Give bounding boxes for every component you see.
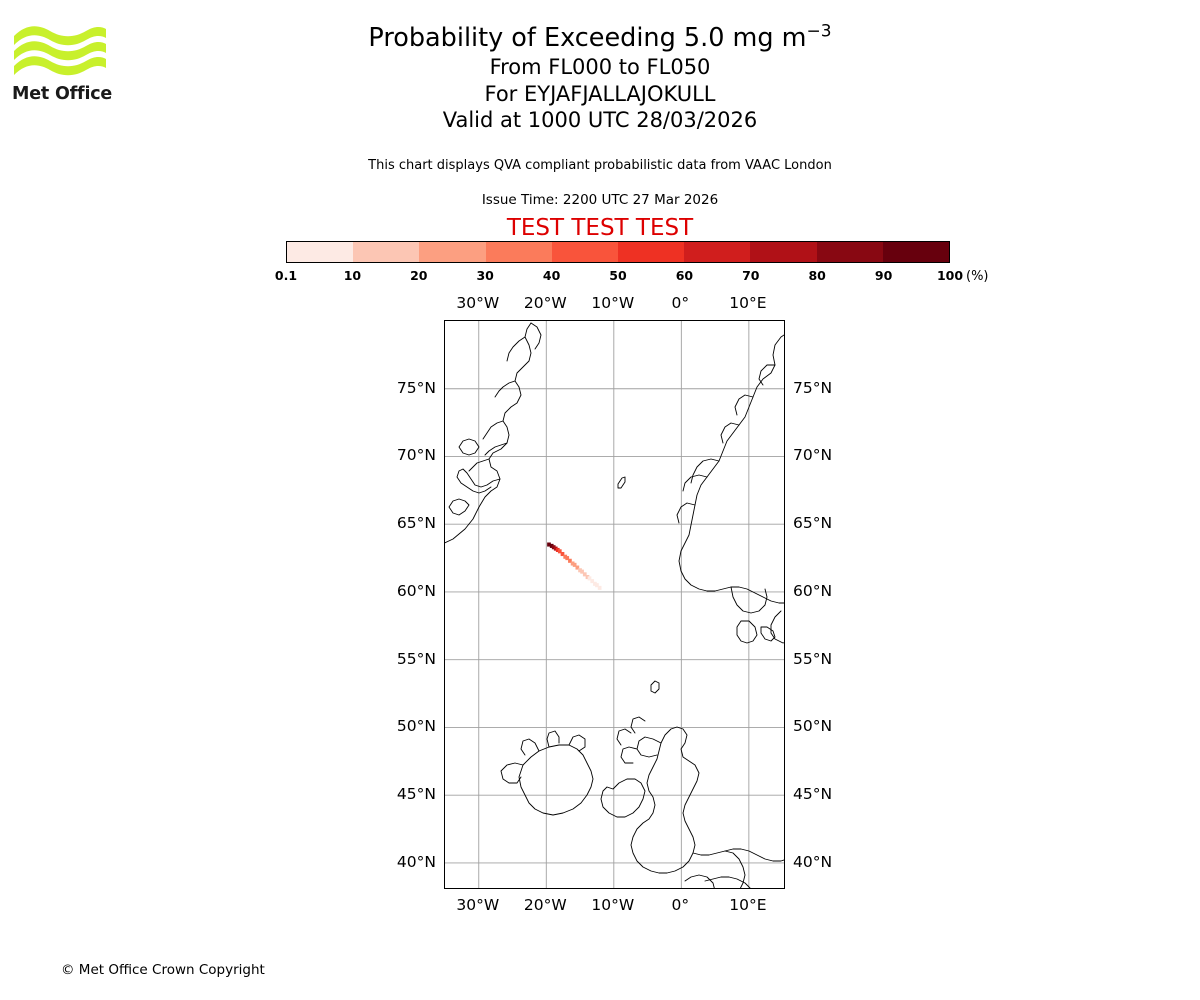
plume-cell-4	[555, 547, 560, 552]
qva-compliance-note: This chart displays QVA compliant probab…	[368, 158, 832, 173]
lat-tick-left-70°N: 70°N	[396, 446, 436, 465]
plume-cell-15	[582, 572, 587, 577]
lat-tick-right-45°N: 45°N	[793, 785, 833, 804]
lon-tick-top-10°E: 10°E	[729, 294, 767, 312]
lat-tick-left-60°N: 60°N	[396, 581, 436, 600]
lat-tick-right-65°N: 65°N	[793, 514, 833, 533]
lon-tick-bottom-10°W: 10°W	[591, 896, 635, 914]
plume-cell-20	[595, 583, 599, 588]
subtitle-volcano: For EYJAFJALLAJOKULL	[484, 81, 716, 106]
plume-cell-5	[557, 549, 562, 554]
colorbar-tick-80: 80	[808, 268, 826, 283]
page-title-text: Probability of Exceeding 5.0 mg m	[368, 23, 807, 53]
plume-cell-17	[587, 576, 592, 581]
colorbar-tick-30: 30	[476, 268, 494, 283]
colorbar-tick-labels: 0.1 10 20 30 40 50 60 70 80 90 100	[266, 268, 970, 286]
lat-tick-right-50°N: 50°N	[793, 717, 833, 736]
map-canvas	[445, 321, 784, 888]
plume-cell-9	[568, 558, 572, 563]
lon-tick-top-10°W: 10°W	[591, 294, 635, 312]
map-coastlines	[445, 322, 784, 888]
lon-tick-top-30°W: 30°W	[456, 294, 500, 312]
lat-tick-right-60°N: 60°N	[793, 581, 833, 600]
issue-time-label: Issue Time: 2200 UTC 27 Mar 2026	[481, 192, 719, 208]
colorbar-band-4	[551, 242, 619, 262]
title-block: Probability of Exceeding 5.0 mg m−3 From…	[0, 22, 1200, 134]
ash-plume-overlay	[547, 542, 602, 590]
plume-cell-11	[572, 562, 577, 567]
copyright-notice: © Met Office Crown Copyright	[61, 962, 265, 978]
page-title-exponent: −3	[806, 21, 832, 42]
subtitle-valid-time: Valid at 1000 UTC 28/03/2026	[442, 108, 758, 132]
plume-cell-7	[563, 554, 568, 559]
lon-tick-bottom-30°W: 30°W	[456, 896, 500, 914]
colorbar-tick-100: 100	[936, 268, 964, 283]
colorbar-band-8	[816, 242, 883, 262]
plume-cell-1	[549, 543, 554, 548]
page-title: Probability of Exceeding 5.0 mg m−3	[0, 22, 1200, 54]
plume-cell-6	[560, 551, 565, 557]
lat-tick-left-40°N: 40°N	[396, 852, 436, 871]
lon-tick-bottom-10°E: 10°E	[729, 896, 767, 914]
met-office-wave-logo-icon	[14, 26, 106, 76]
colorbar-band-0	[287, 242, 354, 262]
plume-cell-0	[547, 542, 551, 547]
lat-tick-left-55°N: 55°N	[396, 649, 436, 668]
colorbar-tick-40: 40	[542, 268, 561, 283]
plume-cell-21	[597, 585, 602, 590]
colorbar-bands	[286, 241, 950, 263]
lon-tick-bottom-0°: 0°	[671, 896, 690, 914]
plume-cell-3	[553, 546, 558, 551]
met-office-logo-text: Met Office	[12, 84, 113, 104]
colorbar-tick-10: 10	[343, 268, 362, 283]
colorbar-tick-90: 90	[874, 268, 893, 283]
colorbar-tick-20: 20	[410, 268, 428, 283]
lat-tick-right-40°N: 40°N	[793, 852, 833, 871]
lat-tick-left-65°N: 65°N	[396, 514, 436, 533]
colorbar-band-3	[485, 242, 552, 262]
colorbar-band-6	[684, 242, 751, 262]
lat-tick-left-50°N: 50°N	[396, 717, 436, 736]
subtitle-flight-levels: From FL000 to FL050	[489, 55, 711, 79]
met-office-logo: Met Office	[12, 22, 122, 117]
colorbar-band-7	[750, 242, 817, 262]
probability-colorbar	[286, 241, 950, 263]
plume-cell-18	[590, 579, 595, 584]
lat-tick-right-55°N: 55°N	[793, 649, 833, 668]
lat-tick-right-75°N: 75°N	[793, 378, 833, 397]
colorbar-band-9	[882, 242, 950, 262]
test-banner: TEST TEST TEST	[506, 215, 694, 241]
plume-cell-10	[570, 561, 575, 566]
lat-tick-left-75°N: 75°N	[396, 378, 436, 397]
colorbar-tick-50: 50	[609, 268, 627, 283]
plume-cell-12	[575, 565, 580, 570]
map-panel[interactable]	[444, 320, 785, 889]
map-gridlines	[445, 321, 784, 888]
longitude-axis-bottom: 30°W 20°W 10°W 0° 10°E	[444, 895, 785, 915]
lon-tick-top-0°: 0°	[671, 294, 690, 312]
lat-tick-right-70°N: 70°N	[793, 446, 833, 465]
lon-tick-top-20°W: 20°W	[523, 294, 567, 312]
colorbar-tick-70: 70	[742, 268, 760, 283]
colorbar-band-5	[618, 242, 685, 262]
lat-tick-left-45°N: 45°N	[396, 785, 436, 804]
plume-cell-13	[578, 568, 582, 573]
plume-cell-2	[551, 545, 556, 550]
plume-cell-14	[580, 569, 584, 574]
plume-cell-8	[565, 556, 570, 561]
plume-cell-16	[585, 575, 590, 580]
longitude-axis-top: 30°W 20°W 10°W 0° 10°E	[444, 293, 785, 313]
colorbar-tick-0-1: 0.1	[274, 268, 298, 283]
colorbar-band-2	[419, 242, 486, 262]
plume-cell-19	[593, 581, 597, 586]
colorbar-band-1	[353, 242, 420, 262]
lon-tick-bottom-20°W: 20°W	[523, 896, 567, 914]
colorbar-tick-60: 60	[675, 268, 694, 283]
colorbar-units-label: (%)	[966, 269, 989, 284]
